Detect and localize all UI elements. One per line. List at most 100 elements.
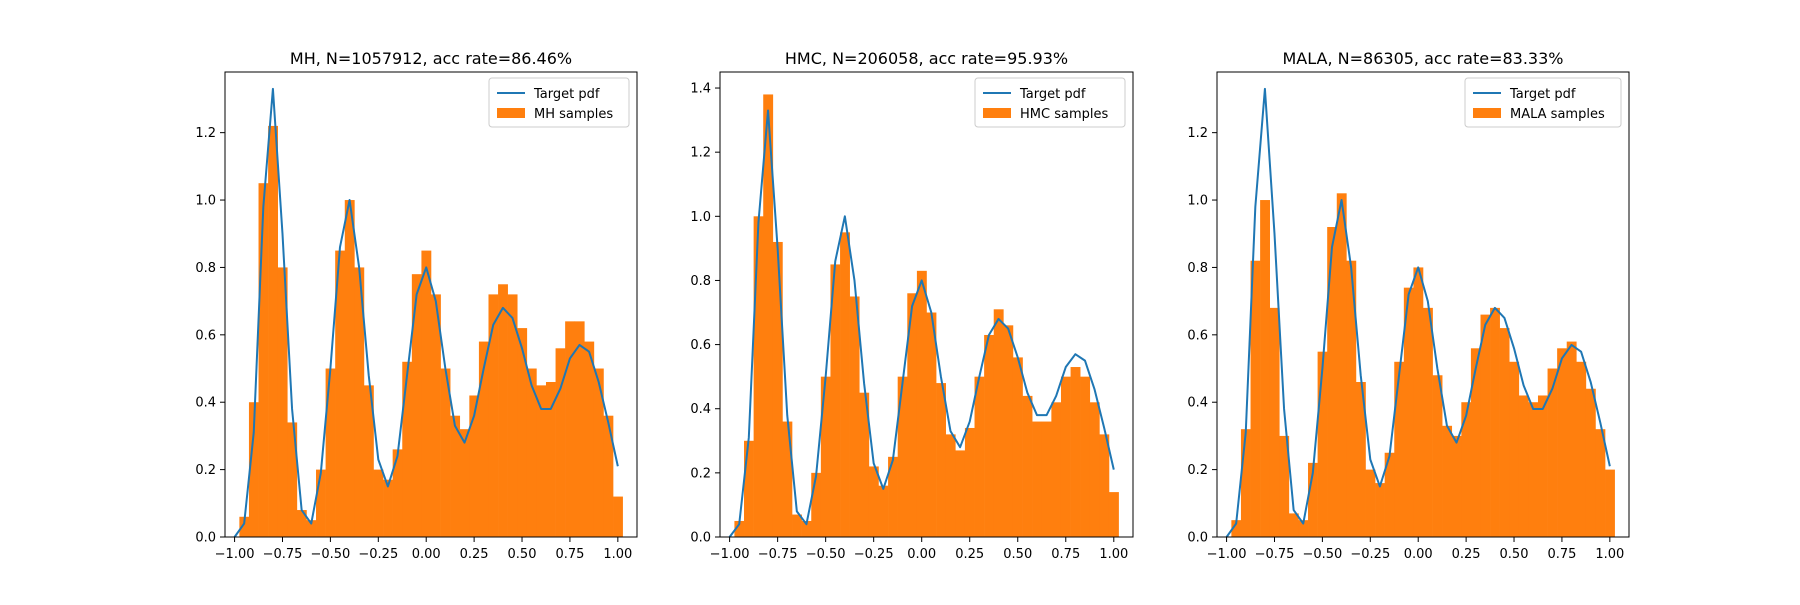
x-tick-label: 0.75 — [1051, 547, 1080, 562]
x-tick-label: 0.50 — [508, 547, 537, 562]
hist-bar — [1022, 395, 1033, 537]
y-tick-label: 0.6 — [690, 338, 711, 353]
hist-bar — [287, 422, 298, 537]
hist-bar — [478, 341, 489, 537]
hist-bar — [1490, 307, 1500, 537]
hist-bar — [1108, 492, 1119, 537]
hist-bar — [868, 466, 879, 537]
legend-label-target-pdf: Target pdf — [533, 87, 600, 102]
hist-bar — [1595, 429, 1606, 537]
hist-bar — [1336, 193, 1347, 538]
hist-bar — [1547, 368, 1558, 537]
y-tick-label: 0.8 — [690, 274, 711, 289]
hist-bar — [916, 270, 927, 537]
hist-bar — [1308, 462, 1318, 537]
hist-bar — [1260, 200, 1270, 538]
hist-bar — [1432, 375, 1443, 537]
chart-panel-2: −1.00 −0.75 −0.50 −0.25 0.00 0.25 0.50 0.75 1.00… — [690, 49, 1134, 562]
hist-bar — [1231, 520, 1242, 537]
hist-bar — [1250, 260, 1261, 537]
hist-bar — [1461, 402, 1472, 537]
axes-frame — [224, 71, 638, 538]
hist-bar — [574, 321, 585, 537]
hist-bar — [411, 274, 422, 537]
hist-bar — [945, 434, 956, 537]
hist-bar — [734, 520, 745, 537]
legend-patch-swatch — [983, 108, 1011, 118]
hist-bar — [1585, 388, 1596, 537]
x-tick-label: −0.75 — [263, 547, 303, 562]
hist-bar — [753, 216, 764, 537]
x-tick-label: 0.25 — [460, 547, 489, 562]
y-tick-label: 1.2 — [690, 146, 711, 161]
hist-bar — [1346, 260, 1357, 537]
x-tick-label: −0.25 — [1350, 547, 1390, 562]
hist-bar — [363, 385, 374, 537]
hist-bar — [1012, 357, 1023, 537]
hist-bar — [1518, 395, 1529, 537]
hist-bar — [469, 395, 480, 537]
hist-bar — [772, 241, 783, 537]
legend-patch-swatch — [497, 108, 525, 118]
y-tick-label: 1.0 — [1187, 194, 1208, 209]
hist-bar — [1442, 425, 1453, 537]
hist-bar — [1317, 351, 1328, 537]
hist-bar — [555, 348, 566, 537]
hist-bar — [603, 415, 614, 537]
y-tick-label: 0.4 — [690, 402, 711, 417]
hist-bar — [498, 284, 508, 537]
hist-bar — [849, 296, 860, 537]
x-tick-label: −0.50 — [1302, 547, 1342, 562]
hist-bar — [801, 520, 812, 537]
x-tick-label: −0.75 — [758, 547, 798, 562]
hist-bar — [440, 368, 451, 537]
axes-frame — [1216, 71, 1630, 538]
y-tick-label: 1.0 — [195, 194, 216, 209]
y-tick-label: 0.2 — [690, 466, 711, 481]
hist-bar — [268, 125, 278, 537]
hist-bar — [1327, 227, 1338, 537]
legend-box — [974, 77, 1126, 128]
legend-label-target-pdf: Target pdf — [1019, 87, 1086, 102]
y-tick-label: 1.4 — [690, 82, 711, 97]
hist-bar — [1566, 341, 1577, 537]
legend-patch-swatch — [1473, 108, 1501, 118]
hist-bar — [248, 402, 259, 537]
y-tick-label: 0.0 — [195, 531, 216, 546]
hist-bar — [584, 341, 595, 537]
hist-bar — [1080, 376, 1091, 537]
hist-bar — [1298, 520, 1309, 537]
y-tick-label: 0.2 — [1187, 463, 1208, 478]
chart-panel-3: −1.00 −0.75 −0.50 −0.25 0.00 0.25 0.50 0.75 1.00… — [1187, 49, 1630, 562]
hist-bar — [1413, 267, 1424, 537]
hist-bar — [613, 496, 623, 537]
hist-bar — [1509, 361, 1520, 537]
x-tick-label: 0.50 — [1500, 547, 1529, 562]
hist-bar — [1279, 435, 1290, 537]
hist-bar — [1099, 434, 1110, 537]
hist-bar — [392, 449, 403, 537]
legend-label-target-pdf: Target pdf — [1509, 87, 1576, 102]
hist-bar — [536, 385, 547, 537]
hist-bar — [907, 293, 918, 537]
hist-bar — [1537, 395, 1548, 537]
hist-bar — [1375, 483, 1385, 537]
hist-bar — [955, 450, 966, 537]
x-tick-label: −0.50 — [806, 547, 846, 562]
hist-bar — [1470, 348, 1481, 537]
hist-bar — [1528, 402, 1539, 537]
hist-bar — [431, 294, 441, 537]
hist-bar — [459, 429, 470, 537]
hist-bar — [859, 392, 870, 537]
x-tick-label: 0.00 — [412, 547, 441, 562]
hist-bar — [1403, 287, 1414, 537]
hist-bar — [545, 382, 556, 537]
x-tick-label: 1.00 — [1099, 547, 1128, 562]
hist-bar — [830, 264, 841, 537]
hist-bar — [1365, 469, 1376, 537]
hist-bar — [421, 250, 432, 537]
hist-bar — [744, 440, 754, 537]
hist-bar — [325, 368, 336, 537]
hist-bar — [565, 321, 576, 537]
